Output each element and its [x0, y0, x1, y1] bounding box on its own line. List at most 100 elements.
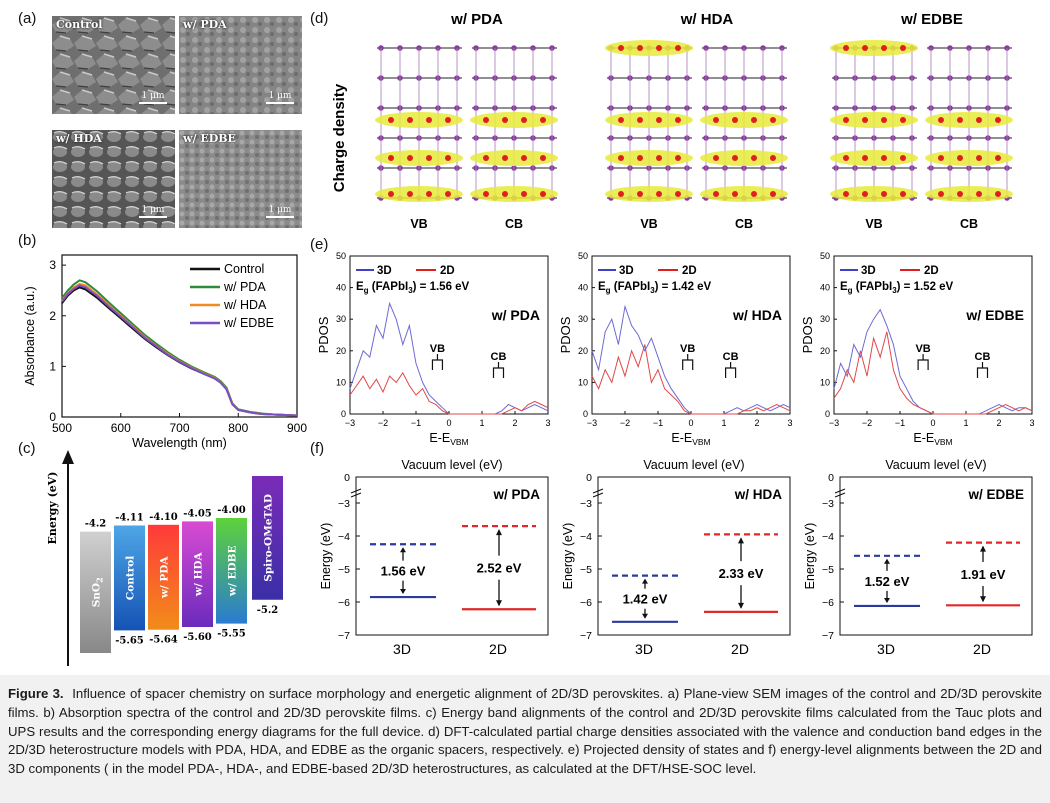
charge-density-axis-label: Charge density [331, 83, 348, 192]
charge-density-lobe [830, 40, 918, 56]
plot-frame [355, 476, 549, 636]
charge-center [521, 117, 527, 123]
x-tick-label: 3 [545, 418, 550, 428]
bandgap-annotation: Eg (FAPbI3) = 1.56 eV [356, 281, 470, 295]
charge-center [483, 191, 489, 197]
charge-density-lobe [925, 150, 1013, 166]
y-tick-label: 10 [820, 377, 830, 387]
charge-density-lobe [700, 186, 788, 202]
charge-density-lobe [830, 186, 918, 202]
x-tick-label: −1 [895, 418, 905, 428]
x-tick-label: 3 [1029, 418, 1034, 428]
legend-label: Control [224, 262, 264, 276]
charge-center [656, 45, 662, 51]
y-axis-label: Energy (eV) [319, 523, 333, 590]
sem-texture [52, 16, 175, 114]
sem-texture [179, 16, 302, 114]
y-tick-label: 0 [828, 472, 834, 484]
charge-density-lobe [605, 150, 693, 166]
band-bar-label: SnO2 [91, 577, 105, 607]
charge-center [388, 117, 394, 123]
x-axis-label: E-EVBM [429, 431, 468, 447]
level-panel-title: w/ EDBE [967, 487, 1024, 502]
plot-frame [833, 255, 1033, 415]
x-tick-label: −3 [829, 418, 839, 428]
x-tick-label: 2 [996, 418, 1001, 428]
y-tick-label: −6 [822, 597, 834, 609]
pdos-line-2d [349, 371, 549, 415]
charge-density-lobe [375, 186, 463, 202]
scale-bar: 1 μm [266, 91, 294, 104]
charge-center [881, 117, 887, 123]
x-axis-label: Wavelength (nm) [132, 436, 227, 450]
band-top-value: -4.00 [217, 505, 246, 516]
y-tick-label: 0 [344, 472, 350, 484]
y-tick-label: 30 [336, 314, 346, 324]
vacuum-level-label: Vacuum level (eV) [401, 458, 502, 472]
charge-center [957, 191, 963, 197]
band-bottom-value: -5.60 [183, 632, 212, 643]
energy-level-chart-edbe: Vacuum level (eV) 0 −3 −4 −5 −6 −7 Energy (eV) w… [803, 458, 1033, 657]
y-tick-label: −5 [580, 564, 592, 576]
arrowhead [642, 613, 648, 619]
charge-center [751, 155, 757, 161]
plot-frame [591, 255, 791, 415]
charge-density-group-wedbe: w/ EDBE VB CB [830, 11, 1013, 231]
arrowhead [400, 589, 406, 595]
x-tick-label: 0 [930, 418, 935, 428]
y-tick-label: −7 [822, 630, 834, 642]
band-top-value: -4.10 [149, 512, 178, 523]
band-bar-label: Control [125, 556, 137, 600]
charge-center [675, 155, 681, 161]
charge-center [483, 117, 489, 123]
arrowhead [884, 597, 890, 603]
y-axis-label: Absorbance (a.u.) [23, 286, 37, 385]
charge-center [900, 155, 906, 161]
charge-center [957, 155, 963, 161]
arrowhead [642, 578, 648, 584]
y-tick-label: 2 [49, 309, 56, 323]
x-axis-label: E-EVBM [671, 431, 710, 447]
y-tick-label: −5 [822, 564, 834, 576]
charge-center [751, 191, 757, 197]
y-tick-label: −4 [822, 531, 834, 543]
x-tick-label: 0 [446, 418, 451, 428]
x-tick-label: 3 [787, 418, 792, 428]
charge-center [521, 191, 527, 197]
x-tick-label: 2 [512, 418, 517, 428]
x-tick-label: −3 [587, 418, 597, 428]
y-axis-label: PDOS [316, 316, 331, 353]
charge-center [675, 117, 681, 123]
y-tick-label: 50 [336, 251, 346, 261]
charge-center [713, 155, 719, 161]
sem-image-pda: w/ PDA 1 μm [179, 16, 302, 114]
charge-center [900, 117, 906, 123]
charge-density-lobe [925, 112, 1013, 128]
band-bar-wpda [148, 524, 179, 630]
gap-label-2d: 1.91 eV [961, 567, 1006, 582]
vacuum-level-label: Vacuum level (eV) [643, 458, 744, 472]
pdos-panel-title: w/ HDA [732, 307, 782, 323]
panel-label-b: (b) [18, 232, 37, 249]
legend-label-2d: 2D [682, 265, 697, 277]
charge-density-lobe [375, 150, 463, 166]
charge-density-lobe [700, 150, 788, 166]
plot-frame [597, 476, 791, 636]
sem-label: Control [56, 18, 103, 31]
legend-label-2d: 2D [440, 265, 455, 277]
bandgap-annotation: Eg (FAPbI3) = 1.42 eV [598, 281, 712, 295]
axis-break [592, 488, 604, 498]
charge-density-lobe [470, 112, 558, 128]
charge-density-lobe [700, 112, 788, 128]
x-tick-label: 1 [963, 418, 968, 428]
y-tick-label: −7 [580, 630, 592, 642]
charge-center [751, 117, 757, 123]
charge-center [445, 191, 451, 197]
vb-bracket [431, 354, 444, 370]
y-axis-label: Energy (eV) [561, 523, 575, 590]
x-tick-label: 2 [754, 418, 759, 428]
group-title: w/ HDA [680, 11, 734, 28]
charge-center [995, 191, 1001, 197]
charge-center [388, 191, 394, 197]
